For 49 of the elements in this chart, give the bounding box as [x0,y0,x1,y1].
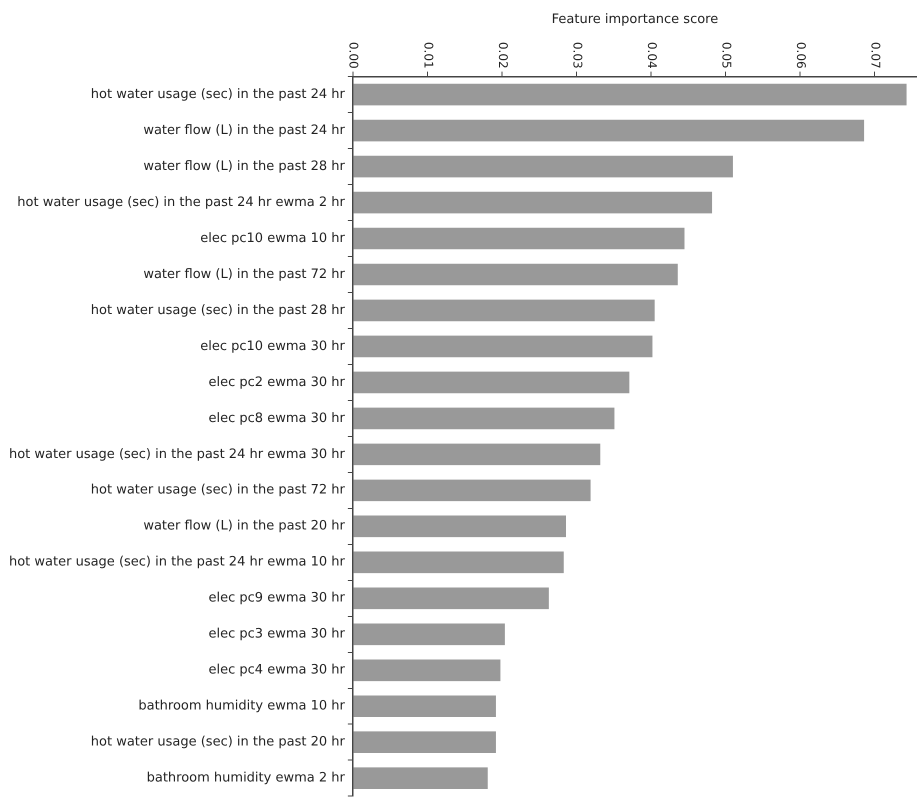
x-axis-title: Feature importance score [552,12,718,28]
bar [353,767,488,790]
y-tick-label: water flow (L) in the past 20 hr [143,518,346,534]
y-tick-label: hot water usage (sec) in the past 24 hr [90,86,346,102]
y-tick-label: hot water usage (sec) in the past 72 hr [90,482,346,498]
x-tick-label: 0.07 [868,42,882,69]
y-tick-label: bathroom humidity ewma 10 hr [138,698,346,714]
y-tick-label: elec pc8 ewma 30 hr [208,410,346,426]
bar [353,623,505,646]
y-tick-label: elec pc10 ewma 10 hr [200,230,346,246]
bar [353,228,684,250]
x-tick-label: 0.02 [496,42,510,69]
bar [353,156,733,178]
bar [353,552,564,574]
x-tick-label: 0.05 [719,42,734,69]
y-tick-label: hot water usage (sec) in the past 28 hr [90,302,346,318]
x-tick-label: 0.03 [570,42,584,69]
bar [353,192,712,214]
y-tick-label: elec pc4 ewma 30 hr [208,662,346,678]
bar [353,84,907,106]
y-tick-label: elec pc2 ewma 30 hr [208,374,346,390]
y-tick-label: elec pc10 ewma 30 hr [200,338,346,354]
bar [353,408,614,430]
y-tick-label: elec pc3 ewma 30 hr [208,626,346,642]
bar [353,120,864,142]
y-tick-label: bathroom humidity ewma 2 hr [146,770,346,786]
bar [353,516,566,538]
y-tick-label: water flow (L) in the past 72 hr [143,266,346,282]
bar [353,588,549,610]
bar [353,300,655,322]
y-tick-label: hot water usage (sec) in the past 20 hr [90,734,346,750]
x-tick-label: 0.06 [794,42,808,69]
y-tick-label: hot water usage (sec) in the past 24 hr ewma 2 hr [17,194,346,210]
x-tick-label: 0.04 [644,42,659,69]
bar [353,695,496,718]
x-tick-label: 0.00 [346,42,361,69]
bar [353,444,600,466]
bar [353,480,591,502]
y-tick-label: water flow (L) in the past 28 hr [143,158,346,174]
bar [353,731,496,754]
bar [353,264,678,286]
bar [353,336,652,358]
x-tick-label: 0.01 [421,42,436,69]
bar [353,659,500,682]
bar [353,372,630,394]
y-tick-label: hot water usage (sec) in the past 24 hr ewma 30 hr [8,446,346,462]
y-tick-label: water flow (L) in the past 24 hr [143,122,346,138]
y-tick-label: elec pc9 ewma 30 hr [208,590,346,606]
y-tick-label: hot water usage (sec) in the past 24 hr ewma 10 hr [8,554,346,570]
